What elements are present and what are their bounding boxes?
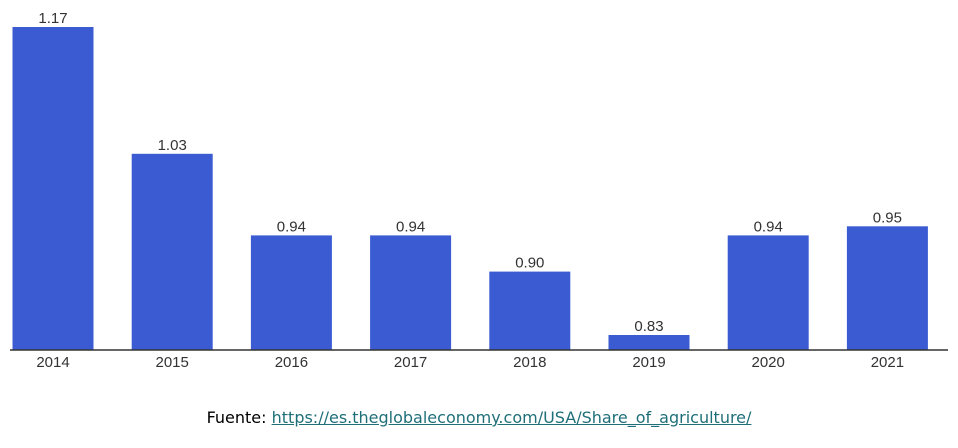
bar-2018 [489, 271, 571, 350]
bar-2017 [370, 235, 452, 350]
x-tick-label-2019: 2019 [632, 354, 665, 371]
value-label-2014: 1.17 [38, 10, 67, 27]
bar-2019 [608, 335, 690, 350]
value-label-2016: 0.94 [277, 218, 306, 235]
x-tick-label-2014: 2014 [36, 354, 69, 371]
bar-chart: 2014 2015 2016 2017 2018 2019 2020 2021 1.17 1.0… [10, 10, 948, 371]
x-tick-label-2017: 2017 [394, 354, 427, 371]
bars-group [12, 27, 928, 350]
value-label-2021: 0.95 [873, 209, 902, 226]
bar-2014 [12, 27, 94, 350]
bar-2020 [727, 235, 809, 350]
value-label-2018: 0.90 [515, 255, 544, 272]
value-labels-group: 1.17 1.03 0.94 0.94 0.90 0.83 0.94 0.95 [38, 10, 902, 335]
source-label: Fuente: [206, 408, 267, 427]
bar-2015 [131, 153, 213, 350]
value-label-2019: 0.83 [634, 318, 663, 335]
value-label-2017: 0.94 [396, 218, 425, 235]
bar-2021 [846, 226, 928, 350]
value-label-2015: 1.03 [158, 137, 187, 154]
x-tick-label-2015: 2015 [156, 354, 189, 371]
x-tick-label-2016: 2016 [275, 354, 308, 371]
x-tick-label-2018: 2018 [513, 354, 546, 371]
source-note: Fuente: https://es.theglobaleconomy.com/… [0, 408, 958, 427]
value-label-2020: 0.94 [754, 218, 783, 235]
source-link[interactable]: https://es.theglobaleconomy.com/USA/Shar… [271, 408, 752, 427]
x-tick-label-2020: 2020 [752, 354, 785, 371]
bar-2016 [250, 235, 332, 350]
x-tick-label-2021: 2021 [871, 354, 904, 371]
x-tick-labels-group: 2014 2015 2016 2017 2018 2019 2020 2021 [36, 354, 904, 371]
